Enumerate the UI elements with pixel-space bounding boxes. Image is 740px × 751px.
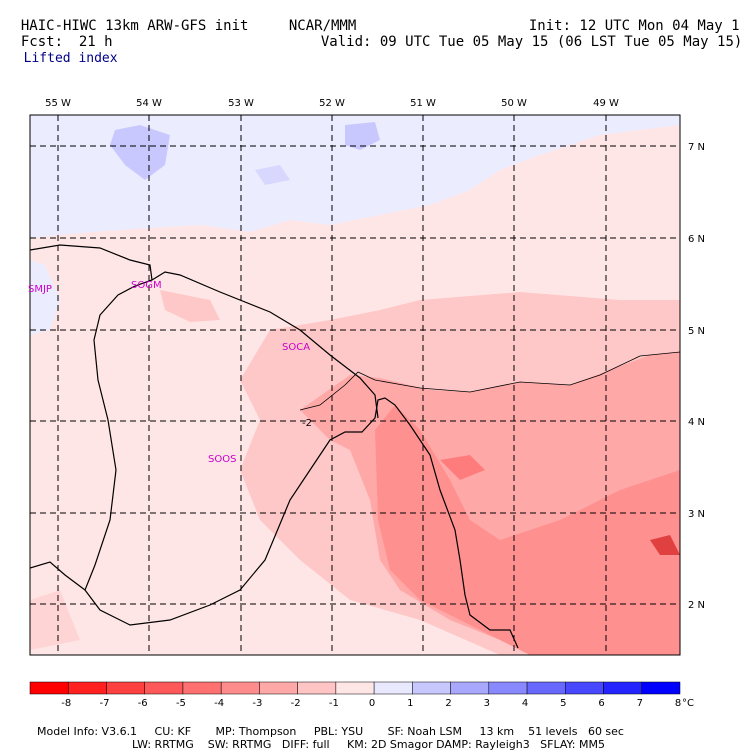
colorbar-tick-label: -1 bbox=[329, 698, 339, 709]
colorbar-swatch bbox=[603, 681, 643, 695]
station-smjp: SMJP bbox=[28, 284, 52, 295]
colorbar-tick-label: 2 bbox=[445, 698, 451, 709]
forecast-label: Fcst: bbox=[20, 34, 64, 50]
colorbar-tick-label: 1 bbox=[407, 698, 413, 709]
init-time: Init: 12 UTC Mon 04 May 15 bbox=[528, 18, 740, 34]
stable-cell-1 bbox=[110, 125, 170, 180]
lat-label-7n: 7 N bbox=[688, 142, 705, 153]
lon-label-49w: 49 W bbox=[593, 98, 619, 109]
lon-label-53w: 53 W bbox=[228, 98, 254, 109]
colorbar-swatch bbox=[450, 681, 490, 695]
coast-line-1 bbox=[151, 271, 379, 419]
lon-label-51w: 51 W bbox=[410, 98, 436, 109]
colorbar-swatch bbox=[373, 681, 413, 695]
colorbar: -8 -7 -6 -5 -4 -3 -2 -1 0 1 2 3 4 5 6 7 8 °C bbox=[29, 681, 694, 709]
colorbar-swatch bbox=[220, 681, 260, 695]
colorbar-tick-label: 3 bbox=[484, 698, 490, 709]
lon-label-54w: 54 W bbox=[136, 98, 162, 109]
border-line bbox=[30, 244, 519, 649]
map-fields bbox=[30, 115, 680, 655]
colorbar-tick-label: -7 bbox=[99, 698, 109, 709]
band-minus-1-patch bbox=[160, 290, 220, 322]
colorbar-swatch bbox=[526, 681, 566, 695]
latitude-gridlines bbox=[30, 145, 680, 605]
lat-label-5n: 5 N bbox=[688, 326, 705, 337]
longitude-gridlines bbox=[57, 115, 607, 655]
band-minus-3-cell bbox=[440, 455, 485, 480]
colorbar-swatch bbox=[67, 681, 107, 695]
center-label: NCAR/MMM bbox=[288, 18, 357, 34]
colorbar-swatch bbox=[488, 681, 528, 695]
band-minus-3 bbox=[375, 405, 680, 655]
lat-label-4n: 4 N bbox=[688, 417, 705, 428]
colorbar-swatch bbox=[412, 681, 451, 695]
stable-cell-3 bbox=[255, 165, 290, 185]
colorbar-swatch bbox=[641, 681, 681, 695]
colorbar-tick-label: -6 bbox=[138, 698, 148, 709]
colorbar-swatch bbox=[144, 681, 184, 695]
colorbar-tick-label: 6 bbox=[598, 698, 604, 709]
colorbar-swatch bbox=[565, 681, 604, 695]
colorbar-tick-label: -8 bbox=[61, 698, 71, 709]
station-sogm: SOGM bbox=[131, 280, 162, 291]
colorbar-swatch bbox=[297, 681, 337, 695]
model-title: HAIC-HIWC 13km ARW-GFS init bbox=[20, 18, 249, 34]
colorbar-tick-label: 0 bbox=[369, 698, 375, 709]
colorbar-tick-label: -4 bbox=[214, 698, 224, 709]
lon-label-55w: 55 W bbox=[45, 98, 71, 109]
stable-cell-2 bbox=[345, 122, 380, 150]
colorbar-tick-label: -2 bbox=[291, 698, 301, 709]
model-info-line-1: Model Info: V3.6.1 CU: KF MP: Thompson P… bbox=[37, 725, 624, 738]
lon-label-52w: 52 W bbox=[319, 98, 345, 109]
contour-minus-2 bbox=[299, 351, 680, 411]
stable-area-west bbox=[30, 260, 60, 335]
lat-label-2n: 2 N bbox=[688, 600, 705, 611]
colorbar-swatch bbox=[335, 681, 375, 695]
colorbar-swatch bbox=[106, 681, 145, 695]
colorbar-swatch bbox=[259, 681, 298, 695]
band-minus-4-cell bbox=[650, 535, 680, 555]
colorbar-tick-label: -5 bbox=[176, 698, 186, 709]
valid-time: Valid: 09 UTC Tue 05 May 15 (06 LST Tue … bbox=[320, 34, 740, 50]
colorbar-swatch bbox=[29, 681, 69, 695]
colorbar-tick-label: -3 bbox=[252, 698, 262, 709]
contour-label: -2 bbox=[302, 418, 312, 429]
field-name: Lifted index bbox=[23, 51, 118, 66]
colorbar-tick-label: 4 bbox=[522, 698, 528, 709]
colorbar-tick-label: 5 bbox=[560, 698, 566, 709]
station-soos: SOOS bbox=[208, 454, 236, 465]
map-frame bbox=[29, 114, 681, 656]
colorbar-unit: °C bbox=[682, 698, 694, 709]
forecast-hour: 21 h bbox=[78, 34, 113, 50]
lon-label-50w: 50 W bbox=[501, 98, 527, 109]
lat-label-3n: 3 N bbox=[688, 509, 705, 520]
colorbar-swatch bbox=[182, 681, 222, 695]
colorbar-tick-label: 7 bbox=[637, 698, 643, 709]
station-soca: SOCA bbox=[282, 342, 310, 353]
colorbar-tick-label: 8 bbox=[675, 698, 681, 709]
band-minus-1-patch-west bbox=[30, 590, 80, 650]
lat-label-6n: 6 N bbox=[688, 234, 705, 245]
